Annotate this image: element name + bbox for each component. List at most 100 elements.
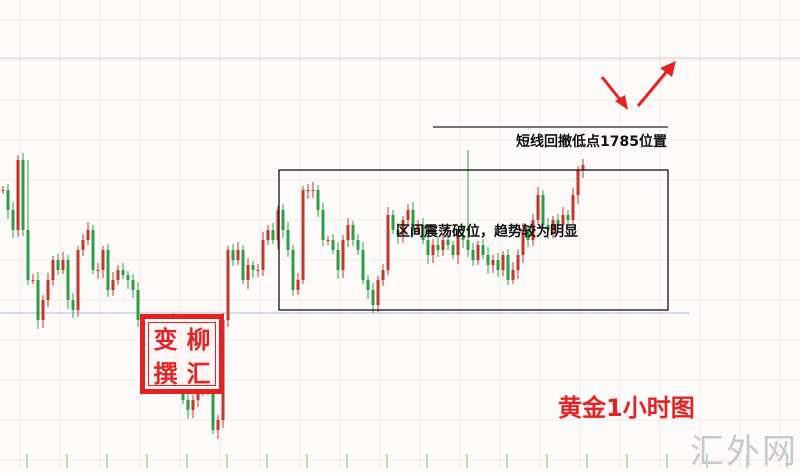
candle-body (31, 280, 35, 281)
candle-body (211, 390, 215, 430)
candle-body (131, 280, 135, 290)
candle-body (261, 240, 265, 270)
candle-body (126, 275, 130, 280)
candle-body (86, 230, 90, 240)
pullback-annotation: 短线回撤低点1785位置 (516, 134, 667, 150)
candle-body (366, 280, 370, 290)
candle-body (346, 225, 350, 240)
candle-body (36, 280, 40, 320)
candle-body (476, 245, 480, 260)
candle-body (411, 210, 415, 230)
candle-body (271, 230, 275, 240)
candle-body (296, 280, 300, 290)
candle-body (541, 195, 545, 225)
candle-body (526, 230, 530, 240)
candle-body (281, 210, 285, 230)
candle-body (76, 250, 80, 310)
chart-title: 黄金1小时图 (558, 394, 695, 422)
candle-body (96, 270, 100, 271)
up-arrow-icon (636, 61, 676, 107)
candle-body (516, 255, 520, 270)
candle-body (581, 165, 585, 170)
range-box (278, 169, 669, 311)
candle-body (491, 260, 495, 265)
candle-body (56, 260, 60, 270)
candle-body (576, 170, 580, 195)
candle-body (546, 225, 550, 230)
candle-body (276, 210, 280, 240)
candle-body (306, 190, 310, 191)
candle-body (196, 390, 200, 400)
candle-body (376, 280, 380, 305)
candle-body (566, 215, 570, 220)
candle-body (486, 255, 490, 265)
candle-body (416, 225, 420, 230)
candle-body (81, 240, 85, 250)
candle-body (436, 245, 440, 250)
candle-body (531, 220, 535, 240)
stamp-char: 柳 (186, 326, 211, 354)
candle-body (551, 220, 555, 230)
stamp-char: 撰 (153, 360, 178, 388)
candle-body (556, 220, 560, 225)
candle-body (396, 230, 400, 235)
candle-body (91, 230, 95, 270)
candle-body (191, 400, 195, 410)
candle-body (291, 250, 295, 290)
candle-body (1, 190, 5, 191)
candle-body (356, 240, 360, 250)
candle-body (51, 260, 55, 280)
candle-body (231, 250, 235, 260)
candle-body (351, 225, 355, 240)
candle-body (381, 270, 385, 280)
candle-body (266, 230, 270, 240)
candle-body (406, 210, 410, 220)
candle-body (311, 190, 315, 191)
stamp-char: 变 (153, 326, 178, 354)
range-annotation: 区间震荡破位，趋势较为明显 (396, 224, 578, 240)
candle-body (536, 195, 540, 220)
candle-body (26, 230, 30, 280)
candle-body (66, 260, 70, 300)
candle-body (391, 215, 395, 230)
candle-body (11, 210, 15, 230)
candle-body (61, 260, 65, 270)
candle-body (241, 250, 245, 280)
candle-body (6, 190, 10, 210)
candle-body (226, 250, 230, 320)
candle-body (21, 160, 25, 230)
candle-body (46, 280, 50, 300)
candle-body (41, 300, 45, 320)
candle-body (496, 260, 500, 270)
candle-body (136, 290, 140, 320)
candle-body (446, 240, 450, 245)
candle-body (371, 290, 375, 305)
candle-body (341, 240, 345, 270)
candle-body (361, 250, 365, 280)
candle-body (561, 215, 565, 225)
candle-body (251, 265, 255, 270)
candle-body (246, 265, 250, 280)
candle-body (401, 220, 405, 235)
candle-body (116, 270, 120, 280)
volume-bars (26, 454, 788, 468)
candle-body (431, 245, 435, 255)
candle-body (106, 250, 110, 290)
candle-body (236, 250, 240, 260)
stamp-char: 汇 (186, 360, 211, 388)
candle-body (521, 230, 525, 255)
candle-body (316, 190, 320, 210)
candle-body (511, 270, 515, 280)
candle-body (336, 250, 340, 270)
candle-body (466, 240, 470, 250)
candle-body (441, 240, 445, 250)
candle-body (321, 210, 325, 240)
candle-body (506, 255, 510, 280)
seal-stamp: 变 柳 撰 汇 (140, 314, 224, 394)
candle-body (571, 195, 575, 220)
candle-body (456, 235, 460, 255)
candle-body (421, 225, 425, 240)
candle-body (386, 215, 390, 270)
